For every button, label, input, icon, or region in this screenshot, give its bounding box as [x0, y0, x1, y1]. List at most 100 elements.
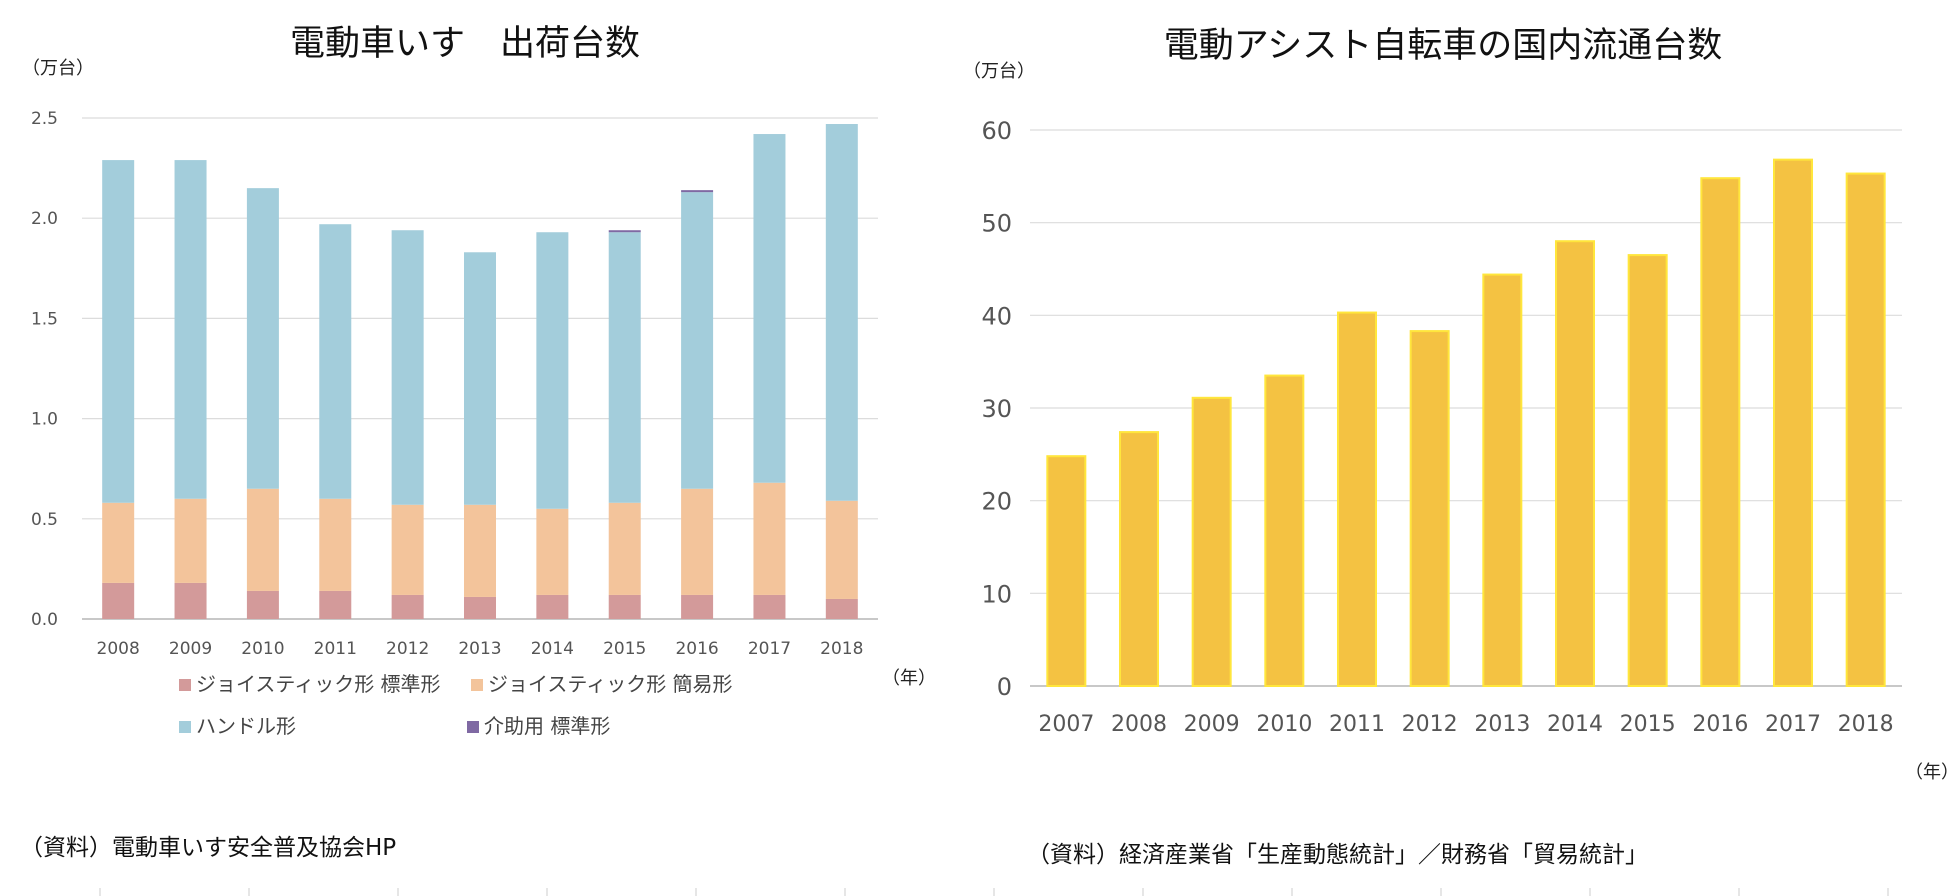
left-bar-segment: [102, 502, 135, 583]
left-y-unit-label: （万台）: [22, 58, 94, 79]
left-bar-segment: [391, 594, 424, 619]
left-bar-segment: [825, 598, 858, 619]
left-bar-segment: [825, 500, 858, 599]
right-x-axis: 2007 2008 2009 2010 2011 2012 2013 2014 2015 2016…: [1038, 712, 1893, 737]
left-x-tick-label: 2014: [531, 639, 574, 659]
left-bar-segment: [608, 230, 641, 233]
left-legend-label: ジョイスティック形 簡易形: [488, 672, 733, 696]
left-bar-segment: [464, 252, 496, 505]
left-x-axis: 2008 2009 2010 2011 2012 2013 2014 2015 2016 2017…: [97, 639, 864, 659]
right-bar: [1409, 330, 1450, 687]
left-x-tick-label: 2016: [675, 639, 718, 659]
left-bar-segment: [536, 232, 569, 509]
left-bar-segment: [753, 134, 786, 483]
left-chart-title: 電動車いす 出荷台数: [290, 24, 640, 64]
left-y-tick-label: 1.5: [31, 309, 58, 329]
left-source-note: （資料）電動車いす安全普及協会HP: [20, 835, 396, 861]
left-bar-segment: [102, 582, 135, 619]
right-bar: [1773, 158, 1813, 688]
wheelchair-shipments-chart: 電動車いす 出荷台数 （万台） 0.00.51.01.52.02.5 2008 2…: [20, 24, 936, 861]
right-y-tick-label: 40: [981, 302, 1012, 330]
left-bar-segment: [681, 594, 714, 619]
left-bar-segment: [608, 232, 641, 503]
right-bar: [1482, 273, 1523, 687]
left-y-tick-label: 2.0: [31, 209, 58, 229]
left-legend-label: ハンドル形: [196, 714, 296, 738]
right-gridlines: [1030, 129, 1902, 687]
right-y-tick-label: 50: [981, 210, 1012, 238]
right-y-unit-label: （万台）: [963, 61, 1035, 82]
left-x-tick-label: 2010: [241, 639, 284, 659]
left-bar-segment: [464, 596, 496, 619]
left-bar-segment: [681, 190, 714, 193]
left-x-tick-label: 2011: [314, 639, 357, 659]
right-bars: [1046, 158, 1886, 688]
right-x-tick-label: 2016: [1692, 712, 1748, 737]
right-bar: [1119, 431, 1159, 687]
left-x-tick-label: 2008: [97, 639, 140, 659]
right-x-tick-label: 2015: [1620, 712, 1676, 737]
right-x-tick-label: 2010: [1256, 712, 1312, 737]
assist-bicycle-chart: 電動アシスト自転車の国内流通台数 （万台） 0 10 20 30 40 50 60 2007…: [963, 26, 1950, 868]
left-bars: [102, 124, 858, 619]
left-bar-segment: [319, 590, 352, 619]
right-y-axis: 0 10 20 30 40 50 60: [981, 117, 1012, 701]
left-bar-segment: [246, 488, 279, 591]
left-legend-label: ジョイスティック形 標準形: [196, 672, 441, 696]
left-bar-segment: [391, 504, 424, 595]
right-x-tick-label: 2014: [1547, 712, 1603, 737]
left-x-unit-label: （年）: [882, 668, 936, 689]
left-x-tick-label: 2012: [386, 639, 429, 659]
left-x-tick-label: 2013: [458, 639, 501, 659]
left-bar-segment: [246, 188, 279, 489]
right-y-tick-label: 30: [981, 395, 1012, 423]
right-x-tick-label: 2007: [1038, 712, 1094, 737]
left-y-tick-label: 0.0: [31, 610, 58, 630]
right-y-tick-label: 0: [997, 673, 1012, 701]
left-bar-segment: [608, 502, 641, 595]
left-x-tick-label: 2018: [820, 639, 863, 659]
left-bar-segment: [825, 124, 858, 501]
right-bar: [1191, 396, 1232, 687]
left-legend-swatch: [471, 679, 483, 691]
right-x-tick-label: 2018: [1838, 712, 1894, 737]
left-legend-label: 介助用 標準形: [484, 714, 610, 738]
left-legend-swatch: [179, 679, 191, 691]
left-bar-segment: [174, 498, 207, 583]
left-bar-segment: [319, 224, 352, 499]
left-legend-swatch: [179, 721, 191, 733]
right-y-tick-label: 10: [981, 580, 1012, 608]
left-bar-segment: [536, 508, 569, 595]
left-bar-segment: [681, 488, 714, 595]
left-x-tick-label: 2017: [748, 639, 791, 659]
right-x-tick-label: 2017: [1765, 712, 1821, 737]
right-x-tick-label: 2011: [1329, 712, 1385, 737]
right-x-tick-label: 2009: [1184, 712, 1240, 737]
left-x-tick-label: 2009: [169, 639, 212, 659]
right-bar: [1627, 254, 1668, 687]
left-bar-segment: [753, 482, 786, 595]
left-bar-segment: [681, 192, 714, 489]
left-bar-segment: [753, 594, 786, 619]
left-bar-segment: [174, 582, 207, 619]
right-x-tick-label: 2013: [1474, 712, 1530, 737]
left-bar-segment: [391, 230, 424, 505]
right-chart-title: 電動アシスト自転車の国内流通台数: [1164, 26, 1723, 66]
right-bar: [1845, 172, 1886, 687]
right-x-tick-label: 2012: [1402, 712, 1458, 737]
left-x-tick-label: 2015: [603, 639, 646, 659]
right-source-note: （資料）経済産業省「生産動態統計」／財務省「貿易統計」: [1027, 842, 1648, 868]
right-x-tick-label: 2008: [1111, 712, 1167, 737]
left-y-tick-label: 2.5: [31, 109, 58, 129]
left-bar-segment: [246, 590, 279, 619]
right-bar: [1700, 177, 1741, 687]
right-bar: [1046, 455, 1087, 688]
left-y-tick-label: 0.5: [31, 510, 58, 530]
left-legend-swatch: [467, 721, 479, 733]
right-y-tick-label: 60: [981, 117, 1012, 145]
right-x-unit-label: （年）: [1905, 762, 1950, 783]
left-bar-segment: [464, 504, 496, 597]
left-bar-segment: [102, 160, 135, 503]
